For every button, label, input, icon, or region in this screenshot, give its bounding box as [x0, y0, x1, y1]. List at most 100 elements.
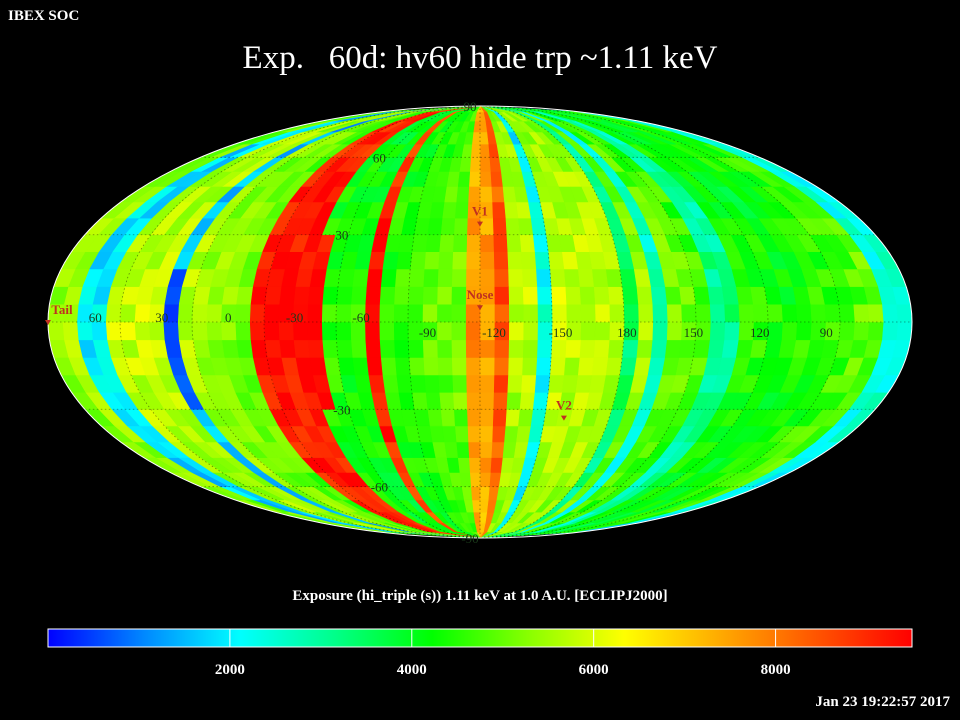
exposure-cell: [250, 339, 268, 358]
exposure-cell: [550, 339, 567, 358]
exposure-cell: [766, 303, 783, 323]
exposure-cell: [479, 441, 493, 458]
exposure-cell: [62, 321, 79, 341]
exposure-cell: [706, 339, 725, 358]
exposure-cell: [452, 391, 468, 410]
exposure-cell: [721, 286, 739, 305]
colorbar-gradient: [47, 628, 913, 648]
exposure-cell: [235, 286, 254, 305]
exposure-cell: [422, 339, 438, 358]
longitude-label: 60: [89, 310, 102, 325]
exposure-cell: [492, 408, 507, 427]
exposure-cell: [594, 303, 610, 323]
exposure-cell: [664, 286, 682, 305]
marker-label: Tail: [51, 302, 73, 317]
exposure-cell: [465, 251, 481, 270]
longitude-label: 180: [617, 325, 637, 340]
exposure-cell: [492, 234, 508, 252]
exposure-cell: [465, 374, 481, 393]
exposure-cell: [426, 408, 443, 427]
exposure-cell: [249, 321, 266, 341]
exposure-cell: [437, 357, 453, 376]
exposure-cell: [493, 374, 509, 393]
exposure-cell: [574, 251, 593, 270]
marker-label: V2: [556, 398, 572, 413]
exposure-cell: [563, 357, 580, 376]
marker-tail: Tail: [45, 302, 73, 325]
exposure-cell: [561, 251, 579, 270]
colorbar-label: Exposure (hi_triple (s)) 1.11 keV at 1.0…: [292, 588, 668, 604]
exposure-cell: [479, 268, 495, 287]
exposure-cell: [564, 339, 581, 358]
exposure-cell: [452, 234, 468, 252]
exposure-cell: [692, 339, 710, 358]
exposure-cell: [381, 251, 399, 270]
exposure-cell: [493, 268, 509, 287]
longitude-label: -120: [482, 325, 506, 340]
exposure-cell: [593, 286, 610, 305]
exposure-cell: [520, 251, 537, 270]
exposure-cell: [678, 286, 696, 305]
exposure-cell: [411, 234, 428, 252]
exposure-cell: [479, 486, 490, 501]
longitude-label: -90: [419, 325, 436, 340]
exposure-cell: [577, 357, 594, 376]
marker-label: V1: [472, 204, 488, 219]
exposure-cell: [579, 286, 596, 305]
exposure-cell: [307, 286, 325, 305]
exposure-cell: [422, 303, 438, 323]
meridian-line: [407, 105, 481, 539]
exposure-cell: [852, 321, 870, 341]
exposure-cell: [408, 357, 425, 376]
exposure-cell: [278, 339, 296, 358]
exposure-cell: [735, 286, 754, 305]
exposure-cell: [489, 457, 503, 473]
exposure-cell: [519, 234, 535, 252]
exposure-cell: [408, 268, 425, 287]
exposure-cell: [838, 321, 855, 341]
exposure-cell: [335, 321, 352, 341]
colorbar: 2000 4000 6000 8000: [47, 628, 913, 678]
exposure-cell: [479, 472, 491, 488]
exposure-cell: [422, 268, 439, 287]
exposure-cell: [366, 268, 383, 287]
exposure-cell: [468, 171, 481, 187]
exposure-cell: [451, 251, 467, 270]
exposure-cell: [465, 303, 481, 323]
exposure-cell: [491, 201, 506, 219]
latitude-label: 30: [335, 228, 348, 243]
exposure-cell: [680, 303, 697, 323]
exposure-cell: [337, 268, 355, 287]
exposure-cell: [536, 286, 553, 305]
exposure-cell: [450, 303, 466, 323]
longitude-label: 90: [820, 325, 833, 340]
exposure-cell: [479, 131, 489, 145]
exposure-cell: [635, 339, 653, 358]
exposure-cell: [479, 425, 493, 443]
exposure-cell: [577, 268, 594, 287]
exposure-cell: [619, 357, 637, 376]
exposure-cell: [508, 339, 524, 358]
exposure-cell: [479, 511, 488, 524]
exposure-cell: [651, 321, 668, 341]
exposure-cell: [502, 186, 517, 203]
exposure-cell: [350, 286, 367, 305]
exposure-cell: [422, 286, 438, 305]
exposure-cell: [515, 425, 531, 443]
exposure-cell: [466, 408, 481, 427]
exposure-cell: [781, 321, 798, 341]
exposure-cell: [351, 357, 369, 376]
exposure-cell: [492, 217, 507, 235]
exposure-cell: [451, 357, 467, 376]
exposure-cell: [470, 486, 481, 501]
exposure-cell: [493, 339, 510, 358]
exposure-cell: [440, 217, 456, 235]
exposure-cell: [249, 303, 266, 323]
exposure-cell: [336, 339, 353, 358]
exposure-cell: [867, 303, 884, 323]
meridian-line: [479, 105, 625, 539]
exposure-cell: [737, 303, 754, 323]
exposure-cell: [407, 303, 423, 323]
latitude-label: 90: [464, 99, 477, 114]
exposure-cell: [364, 339, 381, 358]
